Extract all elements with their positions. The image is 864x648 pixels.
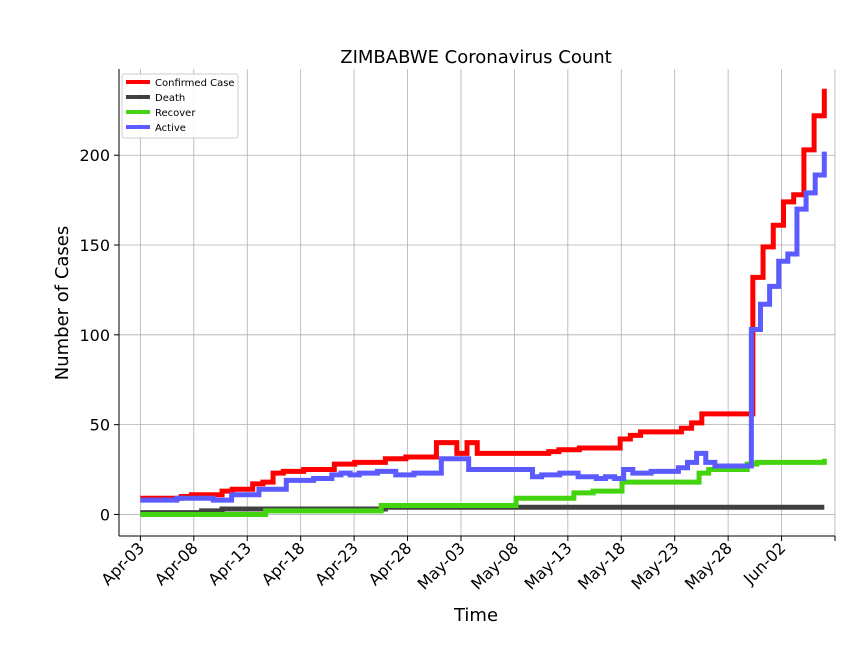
x-tick-label: May-28 — [681, 538, 736, 593]
series-line-recover — [140, 458, 827, 517]
horizontal-gridlines — [119, 154, 835, 515]
y-tick-label: 200 — [79, 146, 110, 165]
x-axis-ticks: Apr-03 Apr-08 Apr-13 Apr-18 Apr-23 Apr-28May-… — [97, 536, 836, 594]
chart-title: ZIMBABWE Coronavirus Count — [340, 47, 612, 68]
y-axis-label: Number of Cases — [52, 226, 73, 381]
legend: Confirmed Case Death Recover Active — [121, 73, 239, 139]
legend-box — [121, 73, 239, 139]
x-tick-label: Apr-18 — [258, 538, 309, 589]
series-line-confirmed-case — [140, 88, 827, 501]
axes-spines — [118, 69, 835, 537]
x-tick-label: May-13 — [521, 538, 576, 593]
series-line-death — [140, 504, 825, 516]
x-tick-label: May-23 — [627, 538, 682, 593]
y-tick-label: 150 — [79, 236, 110, 255]
legend-label-recover: Recover — [155, 108, 196, 119]
legend-label-death: Death — [155, 93, 185, 104]
x-tick-label: May-18 — [574, 538, 629, 593]
x-axis-label: Time — [453, 605, 498, 626]
x-tick-label: May-03 — [414, 538, 469, 593]
legend-label-confirmed-case: Confirmed Case — [155, 78, 235, 89]
y-tick-label: 50 — [90, 416, 110, 435]
y-tick-label: 0 — [100, 505, 110, 524]
series-line-active — [140, 151, 827, 503]
vertical-gridlines — [139, 69, 836, 536]
x-tick-label: Apr-28 — [365, 538, 416, 589]
x-tick-label: Apr-23 — [311, 538, 362, 589]
y-tick-label: 100 — [79, 326, 110, 345]
x-tick-label: Jun-02 — [739, 538, 789, 588]
legend-label-active: Active — [155, 123, 186, 134]
y-axis-ticks: 0 50 100 150 200 — [79, 146, 119, 524]
x-tick-label: Apr-03 — [97, 538, 148, 589]
x-tick-label: Apr-08 — [151, 538, 202, 589]
series-lines — [140, 88, 827, 517]
x-tick-label: May-08 — [467, 538, 522, 593]
x-tick-label: Apr-13 — [204, 538, 255, 589]
